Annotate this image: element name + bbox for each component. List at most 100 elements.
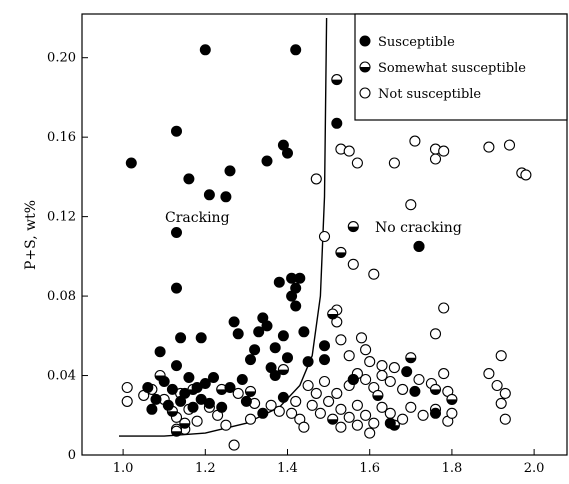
point-not-susceptible [351,399,363,411]
point-not-susceptible [364,356,376,368]
point-not-susceptible [360,409,372,421]
point-susceptible [187,401,199,413]
legend-marker-susceptible [359,35,371,47]
legend-label-somewhat-susceptible: Somewhat susceptible [378,61,526,76]
point-not-susceptible [388,362,400,374]
point-susceptible [319,354,330,366]
point-susceptible [125,157,137,169]
point-not-susceptible [384,375,396,388]
point-susceptible [216,401,228,413]
point-susceptible [183,372,195,383]
x-tick-label: 1.6 [359,461,380,476]
point-not-susceptible [323,395,335,407]
point-susceptible [171,360,182,372]
point-susceptible [282,352,293,364]
point-not-susceptible [314,407,326,419]
point-somewhat-susceptible [446,393,458,405]
y-tick-label: 0.20 [47,51,76,66]
point-somewhat-susceptible [372,389,384,401]
point-not-susceptible [376,369,388,382]
legend-label-not-susceptible: Not susceptible [378,87,481,102]
point-susceptible [409,385,421,397]
point-not-susceptible [310,173,322,185]
region-label-no-cracking: No cracking [375,220,462,236]
point-not-susceptible [405,401,417,413]
point-not-susceptible [335,334,347,346]
point-not-susceptible [520,169,532,181]
point-not-susceptible [364,427,376,439]
point-susceptible [290,282,302,294]
boundary-curve [119,17,328,437]
point-susceptible [171,227,182,238]
point-not-susceptible [388,157,400,169]
x-tick-label: 1.8 [442,461,463,476]
point-not-susceptible [360,373,372,386]
legend-marker-not-susceptible [359,87,371,99]
point-not-susceptible [483,141,495,153]
y-tick-label: 0 [68,448,76,463]
y-axis-label: P+S, wt% [23,200,39,270]
point-not-susceptible [499,413,511,425]
point-susceptible [142,382,154,393]
point-not-susceptible [335,421,347,433]
y-tick-label: 0.08 [47,289,76,304]
point-not-susceptible [220,419,232,431]
point-not-susceptible [232,387,244,399]
point-not-susceptible [318,375,331,388]
point-susceptible [282,147,293,159]
point-susceptible [228,316,240,328]
point-not-susceptible [376,360,388,372]
point-not-susceptible [495,350,507,362]
point-somewhat-susceptible [327,308,339,320]
point-susceptible [150,393,162,405]
point-somewhat-susceptible [166,405,178,417]
point-not-susceptible [483,368,495,380]
legend-label-susceptible: Susceptible [378,35,455,50]
point-susceptible [331,117,343,129]
point-not-susceptible [495,397,507,409]
point-not-susceptible [397,383,409,395]
point-not-susceptible [397,413,409,425]
point-not-susceptible [191,415,203,427]
region-label-cracking: Cracking [165,210,230,226]
point-susceptible [171,125,182,137]
point-not-susceptible [228,439,240,451]
point-susceptible [261,155,273,167]
point-not-susceptible [360,344,372,356]
point-susceptible [175,332,187,344]
point-not-susceptible [121,381,133,394]
point-somewhat-susceptible [244,385,257,397]
point-susceptible [269,342,281,354]
point-somewhat-susceptible [405,352,417,364]
point-susceptible [220,191,232,203]
point-not-susceptible [244,413,257,425]
point-susceptible [347,374,359,385]
point-susceptible [261,320,273,332]
point-not-susceptible [347,258,359,270]
point-not-susceptible [265,399,277,411]
point-susceptible [171,282,182,294]
point-susceptible [290,300,302,312]
x-tick-label: 1.2 [195,461,216,476]
point-not-susceptible [417,409,429,421]
point-susceptible [208,372,219,383]
point-not-susceptible [355,332,368,344]
data-points [121,44,532,451]
point-not-susceptible [413,373,425,386]
point-not-susceptible [286,407,298,419]
point-susceptible [319,340,330,352]
boundary-line [119,17,328,437]
point-not-susceptible [343,145,355,157]
point-susceptible [277,391,289,403]
point-not-susceptible [503,139,516,151]
point-somewhat-susceptible [347,221,359,233]
point-susceptible [146,403,158,415]
point-not-susceptible [343,350,355,362]
point-susceptible [232,328,244,340]
point-not-susceptible [306,399,318,411]
axis-ticks: 1.0 1.2 1.4 1.6 1.8 2.0 0 0.04 0.08 0.12 0.16 0.20 [47,51,544,476]
point-not-susceptible [376,401,388,413]
legend: Susceptible Somewhat susceptible Not susce… [354,13,568,121]
point-not-susceptible [298,421,310,433]
